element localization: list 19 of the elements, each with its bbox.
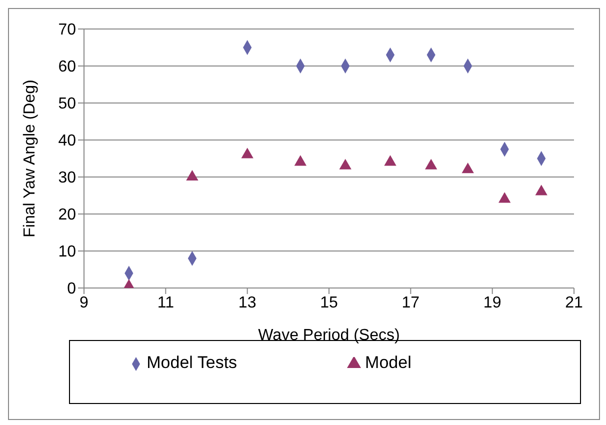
legend-label: Model xyxy=(365,353,412,372)
y-tick-label: 0 xyxy=(67,280,76,298)
x-tick-label: 9 xyxy=(80,294,89,312)
x-axis-title: Wave Period (Secs) xyxy=(258,327,400,344)
x-tick-label: 15 xyxy=(320,294,338,312)
y-tick-label: 70 xyxy=(58,22,76,39)
x-tick-label: 21 xyxy=(565,294,583,312)
y-tick-label: 50 xyxy=(58,96,76,113)
y-axis-title: Final Yaw Angle (Deg) xyxy=(22,80,39,238)
y-tick-label: 40 xyxy=(58,132,76,150)
legend-label: Model Tests xyxy=(146,353,238,372)
y-tick-label: 20 xyxy=(58,206,76,224)
x-tick-label: 19 xyxy=(483,294,502,312)
x-tick-label: 17 xyxy=(402,294,420,312)
y-tick-label: 10 xyxy=(58,244,76,261)
x-tick-label: 13 xyxy=(238,294,256,312)
y-tick-label: 30 xyxy=(58,170,76,187)
y-tick-label: 60 xyxy=(58,58,76,76)
x-tick-label: 11 xyxy=(157,294,174,312)
